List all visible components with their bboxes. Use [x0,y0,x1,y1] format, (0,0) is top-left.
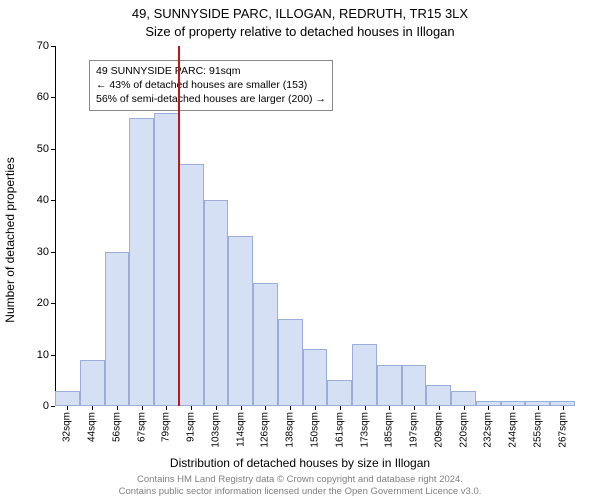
y-tick-label: 10 [37,349,49,361]
x-tick-label: 197sqm [409,412,420,448]
x-axis-label: Distribution of detached houses by size … [0,456,600,470]
y-axis-line [55,46,56,406]
y-tick-mark [51,406,55,407]
histogram-bar [426,385,451,406]
x-tick-mark [488,406,489,410]
histogram-bar [129,118,154,406]
x-tick-mark [563,406,564,410]
x-tick-label: 185sqm [384,412,395,448]
histogram-bar [253,283,278,406]
x-tick-mark [340,406,341,410]
x-tick-mark [117,406,118,410]
histogram-bar [204,200,229,406]
x-tick-label: 161sqm [334,412,345,448]
y-tick-label: 50 [37,143,49,155]
credits: Contains HM Land Registry data © Crown c… [0,474,600,498]
y-tick-mark [51,46,55,47]
marker-line [178,46,180,406]
x-tick-mark [265,406,266,410]
y-tick-label: 0 [43,400,49,412]
x-tick-mark [290,406,291,410]
y-tick-mark [51,97,55,98]
annotation-line1: 49 SUNNYSIDE PARC: 91sqm [96,64,326,78]
histogram-bar [105,252,130,406]
y-tick-label: 30 [37,246,49,258]
x-tick-label: 103sqm [210,412,221,448]
x-tick-mark [464,406,465,410]
x-tick-label: 267sqm [557,412,568,448]
y-axis-label: Number of detached properties [3,157,17,322]
histogram-bar [402,365,427,406]
y-tick-mark [51,200,55,201]
credits-line1: Contains HM Land Registry data © Crown c… [0,474,600,486]
histogram-bar [303,349,328,406]
annotation-box: 49 SUNNYSIDE PARC: 91sqm ← 43% of detach… [89,60,333,111]
y-tick-mark [51,149,55,150]
credits-line2: Contains public sector information licen… [0,486,600,498]
x-tick-mark [216,406,217,410]
x-tick-mark [315,406,316,410]
histogram-bar [154,113,179,406]
y-tick-mark [51,303,55,304]
histogram-bar [179,164,204,406]
x-tick-label: 79sqm [161,412,172,442]
x-tick-label: 32sqm [62,412,73,442]
x-tick-label: 138sqm [285,412,296,448]
x-tick-label: 244sqm [508,412,519,448]
histogram-bar [377,365,402,406]
x-tick-label: 232sqm [483,412,494,448]
y-tick-label: 40 [37,194,49,206]
x-tick-label: 126sqm [260,412,271,448]
histogram-bar [327,380,352,406]
annotation-line3: 56% of semi-detached houses are larger (… [96,92,326,106]
x-tick-label: 173sqm [359,412,370,448]
x-tick-mark [538,406,539,410]
y-tick-label: 70 [37,40,49,52]
x-tick-label: 67sqm [136,412,147,442]
x-tick-mark [513,406,514,410]
x-tick-label: 209sqm [433,412,444,448]
y-tick-mark [51,252,55,253]
histogram-bar [451,391,476,406]
x-tick-mark [191,406,192,410]
x-tick-mark [241,406,242,410]
x-tick-label: 150sqm [310,412,321,448]
x-tick-mark [67,406,68,410]
x-tick-label: 44sqm [87,412,98,442]
histogram-bar [352,344,377,406]
annotation-line2: ← 43% of detached houses are smaller (15… [96,78,326,92]
x-tick-label: 255sqm [532,412,543,448]
x-tick-mark [389,406,390,410]
x-tick-mark [414,406,415,410]
y-tick-label: 20 [37,297,49,309]
x-tick-label: 114sqm [235,412,246,447]
y-tick-label: 60 [37,91,49,103]
histogram-bar [228,236,253,406]
x-tick-mark [142,406,143,410]
page-title-line1: 49, SUNNYSIDE PARC, ILLOGAN, REDRUTH, TR… [0,6,600,21]
x-tick-mark [92,406,93,410]
histogram-bar [278,319,303,406]
x-tick-label: 56sqm [111,412,122,442]
x-tick-label: 220sqm [458,412,469,448]
y-tick-mark [51,355,55,356]
x-tick-mark [365,406,366,410]
page-title-line2: Size of property relative to detached ho… [0,24,600,39]
histogram-bar [80,360,105,406]
x-tick-mark [166,406,167,410]
x-tick-label: 91sqm [186,412,197,442]
histogram-plot: 49 SUNNYSIDE PARC: 91sqm ← 43% of detach… [55,46,575,406]
x-tick-mark [439,406,440,410]
histogram-bar [55,391,80,406]
